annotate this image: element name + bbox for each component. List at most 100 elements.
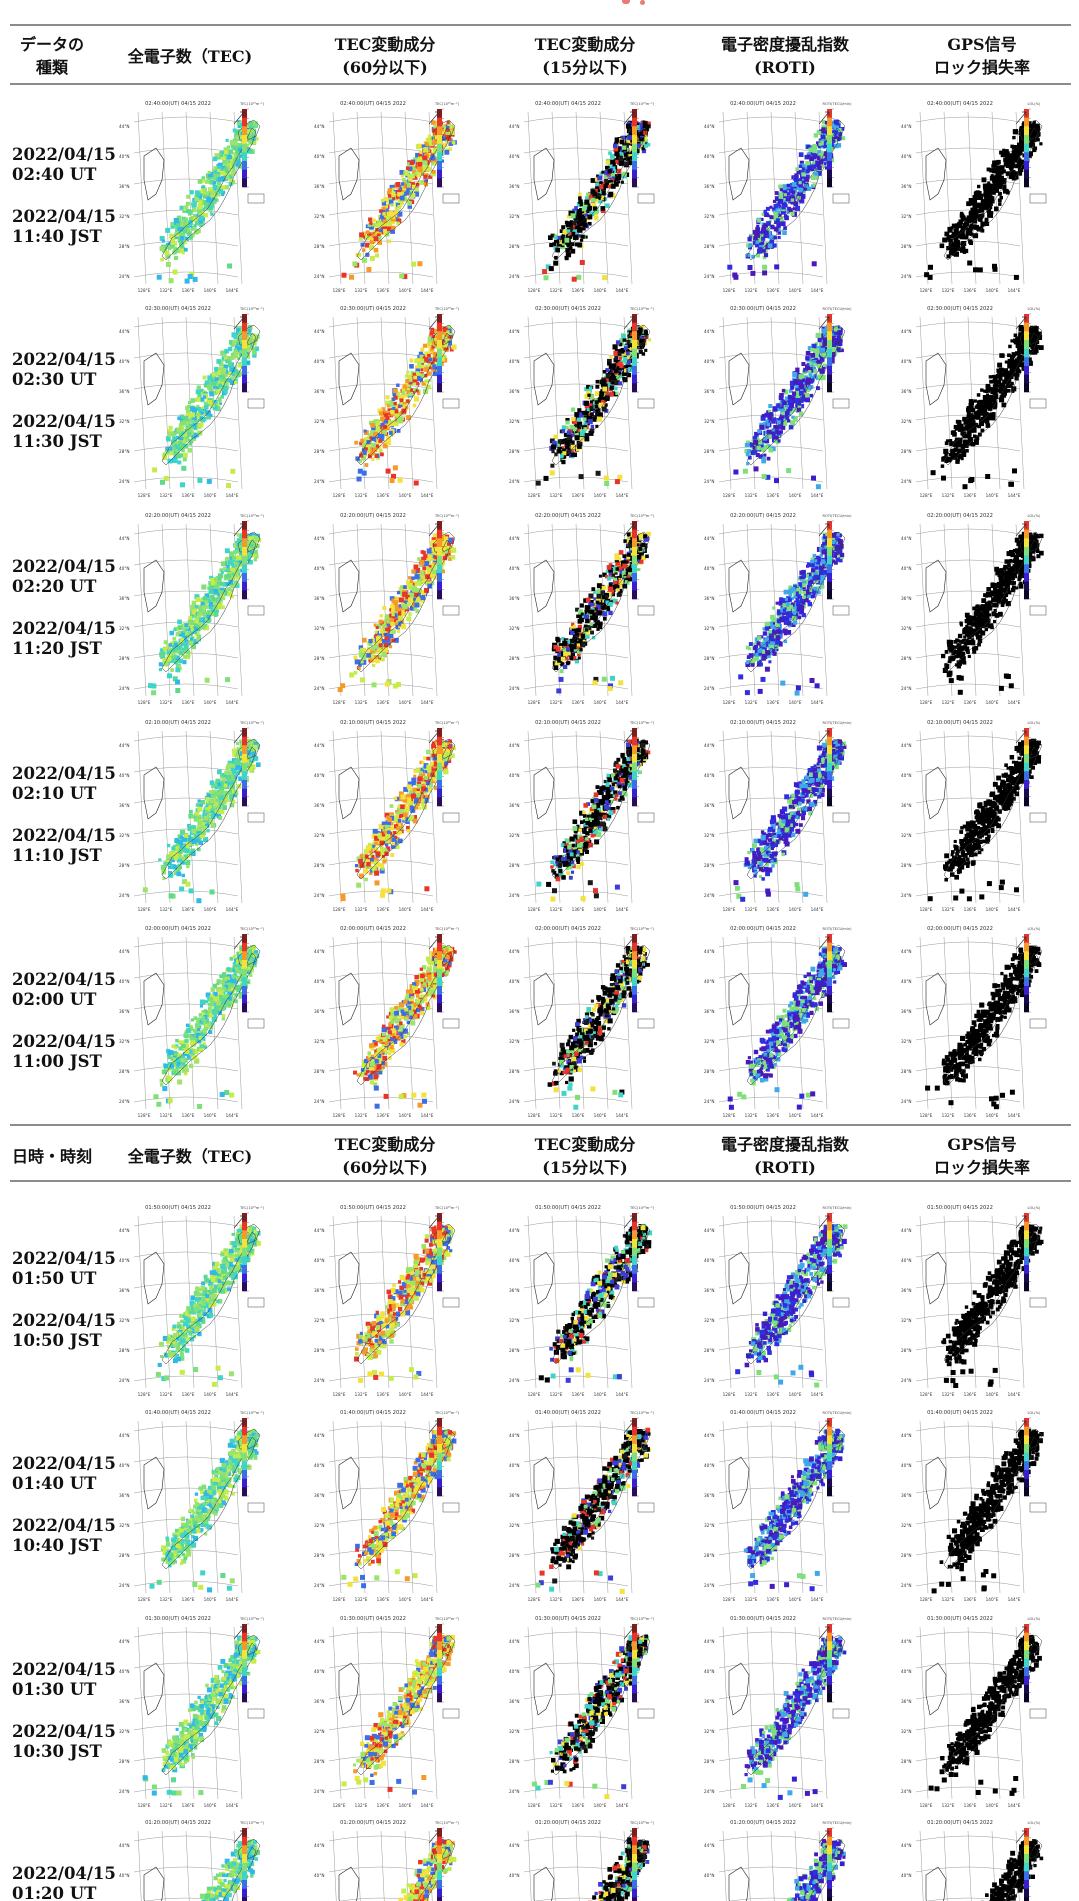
observation-cell [809, 156, 814, 162]
observation-cell [833, 331, 838, 335]
island-cell [168, 278, 174, 284]
observation-cell [806, 363, 811, 368]
observation-cell [183, 217, 188, 222]
observation-cell [238, 153, 243, 157]
observation-cell [418, 143, 423, 148]
observation-cell [385, 226, 390, 232]
observation-cell [578, 196, 582, 200]
observation-cell [177, 226, 182, 231]
observation-cell [364, 242, 370, 248]
observation-cell [621, 135, 626, 140]
observation-cell [755, 453, 760, 458]
observation-cell [776, 227, 781, 232]
observation-cell [589, 394, 595, 399]
observation-cell [202, 187, 207, 192]
observation-cell [1009, 158, 1013, 163]
observation-cell [831, 124, 836, 129]
observation-cell [251, 132, 256, 137]
observation-cell [814, 348, 820, 354]
observation-cell [754, 233, 760, 238]
observation-cell [779, 430, 783, 434]
observation-cell [608, 180, 613, 185]
observation-cell [619, 338, 624, 344]
observation-cell [237, 131, 243, 137]
observation-cell [202, 179, 206, 183]
observation-cell [814, 153, 819, 158]
observation-cell [980, 221, 986, 227]
observation-cell [789, 195, 795, 201]
observation-cell [213, 185, 218, 190]
observation-cell [171, 441, 177, 447]
observation-cell [412, 165, 416, 169]
observation-cell [399, 394, 405, 400]
observation-cell [627, 328, 632, 332]
observation-cell [238, 145, 243, 150]
observation-cell [587, 214, 593, 220]
island-cell [549, 470, 555, 476]
latitude-line [915, 240, 1021, 247]
latitude-line [523, 240, 629, 247]
observation-cell [790, 420, 795, 426]
observation-cell [777, 231, 782, 235]
longitude-line [943, 316, 953, 490]
island-outline [746, 332, 842, 466]
colorbar-segment [242, 169, 247, 179]
observation-cell [392, 184, 396, 188]
observation-cell [792, 196, 796, 200]
observation-cell [640, 129, 645, 133]
header-line: 種類 [36, 56, 68, 79]
observation-cell [781, 425, 786, 430]
observation-cell [227, 346, 233, 352]
observation-cell [433, 125, 437, 129]
observation-cell [1029, 129, 1033, 133]
observation-cell [628, 160, 634, 166]
observation-cell [197, 179, 203, 184]
observation-cell [399, 195, 405, 201]
observation-cell [968, 210, 974, 216]
observation-cell [548, 235, 553, 240]
observation-cell [761, 458, 767, 464]
observation-cell [366, 440, 371, 445]
header-line: (ROTI) [754, 1156, 816, 1179]
observation-cell [819, 368, 825, 374]
longitude-line [746, 316, 756, 490]
observation-cell [161, 239, 165, 243]
observation-cell [635, 330, 640, 335]
latitude-line [133, 321, 239, 328]
observation-cell [623, 161, 629, 167]
observation-cell [390, 229, 395, 234]
observation-cell [638, 349, 643, 354]
island-cell [392, 465, 398, 471]
observation-cell [989, 168, 994, 173]
observation-cell [252, 347, 256, 351]
observation-cell [245, 339, 249, 343]
observation-cell [953, 251, 959, 257]
observation-cell [252, 349, 257, 355]
observation-cell [763, 230, 769, 236]
observation-cell [199, 388, 203, 392]
observation-cell [396, 202, 400, 207]
observation-cell [589, 405, 593, 410]
observation-cell [796, 394, 801, 400]
island-cell [356, 476, 362, 482]
colorbar-unit: TEC(10¹⁶m⁻²) [629, 307, 655, 311]
colorbar-segment [437, 374, 442, 384]
island-outline [161, 127, 257, 261]
observation-cell [201, 207, 206, 211]
longitude-line [722, 316, 732, 490]
island-cell [811, 261, 817, 267]
observation-cell [782, 184, 788, 189]
lat-tick-label: 36°N [119, 389, 130, 394]
observation-cell [433, 135, 439, 141]
observation-cell [561, 225, 566, 230]
observation-cell [213, 386, 217, 390]
observation-cell [377, 240, 382, 245]
colorbar-unit: LOL(%) [1028, 102, 1042, 106]
observation-cell [627, 330, 631, 334]
island-cell [602, 275, 608, 281]
observation-cell [578, 192, 582, 197]
observation-cell [575, 433, 579, 437]
observation-cell [621, 371, 627, 377]
observation-cell [1034, 132, 1039, 137]
observation-cell [793, 176, 798, 180]
